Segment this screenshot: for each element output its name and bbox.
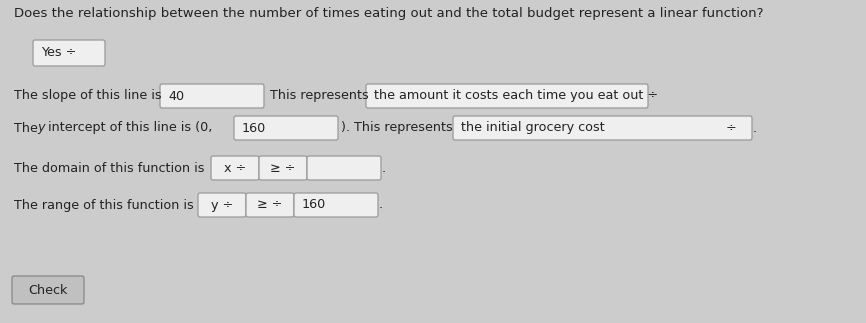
FancyBboxPatch shape	[307, 156, 381, 180]
Text: .: .	[753, 121, 757, 134]
Text: The domain of this function is: The domain of this function is	[14, 162, 204, 174]
Text: y: y	[37, 121, 44, 134]
Text: ÷: ÷	[725, 121, 736, 134]
FancyBboxPatch shape	[160, 84, 264, 108]
FancyBboxPatch shape	[211, 156, 259, 180]
FancyBboxPatch shape	[33, 40, 105, 66]
Text: y ÷: y ÷	[211, 199, 233, 212]
Text: the initial grocery cost: the initial grocery cost	[461, 121, 604, 134]
Text: 160: 160	[242, 121, 266, 134]
FancyBboxPatch shape	[259, 156, 307, 180]
Text: ). This represents: ). This represents	[341, 121, 453, 134]
FancyBboxPatch shape	[12, 276, 84, 304]
FancyBboxPatch shape	[453, 116, 752, 140]
Text: ≥ ÷: ≥ ÷	[257, 199, 282, 212]
Text: This represents: This represents	[270, 89, 369, 102]
Text: 160: 160	[302, 199, 326, 212]
Text: ≥ ÷: ≥ ÷	[270, 162, 295, 174]
FancyBboxPatch shape	[366, 84, 648, 108]
FancyBboxPatch shape	[198, 193, 246, 217]
Text: intercept of this line is (0,: intercept of this line is (0,	[44, 121, 212, 134]
Text: 40: 40	[168, 89, 184, 102]
Text: The slope of this line is: The slope of this line is	[14, 89, 162, 102]
Text: Does the relationship between the number of times eating out and the total budge: Does the relationship between the number…	[14, 7, 764, 20]
Text: .: .	[382, 162, 386, 174]
Text: Check: Check	[29, 284, 68, 297]
Text: Yes ÷: Yes ÷	[41, 47, 76, 59]
FancyBboxPatch shape	[246, 193, 294, 217]
Text: x ÷: x ÷	[224, 162, 246, 174]
Text: The range of this function is: The range of this function is	[14, 199, 194, 212]
FancyBboxPatch shape	[234, 116, 338, 140]
Text: The: The	[14, 121, 42, 134]
Text: .: .	[379, 199, 383, 212]
FancyBboxPatch shape	[294, 193, 378, 217]
Text: the amount it costs each time you eat out ÷: the amount it costs each time you eat ou…	[374, 89, 658, 102]
